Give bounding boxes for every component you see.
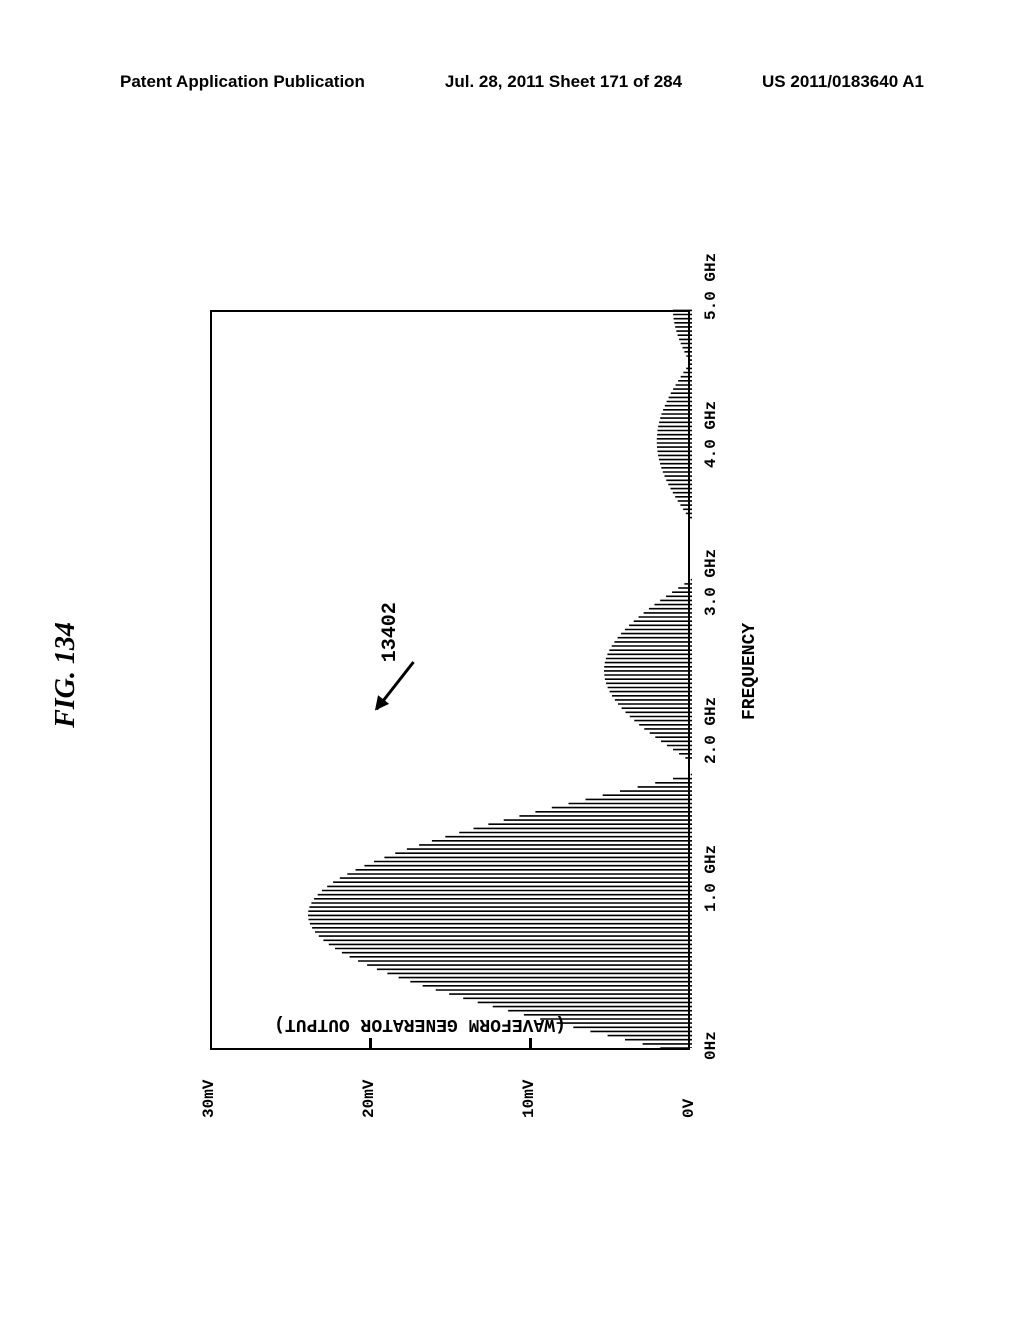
x-tick-label: 5.0 GHz (702, 253, 720, 320)
y-tick-label: 10mV (520, 1080, 538, 1118)
spectrum-plot (212, 308, 692, 1048)
figure-title: FIG. 134 (50, 622, 82, 728)
header-right: US 2011/0183640 A1 (762, 72, 924, 92)
header-left: Patent Application Publication (120, 72, 365, 92)
figure-container: FIG. 134 (WAVEFORM GENERATOR OUTPUT) FRE… (0, 295, 995, 1055)
page-header: Patent Application Publication Jul. 28, … (0, 72, 1024, 92)
x-axis-label: FREQUENCY (740, 623, 760, 720)
x-tick-label: 2.0 GHz (702, 697, 720, 764)
x-tick-label: 1.0 GHz (702, 845, 720, 912)
chart-frame (210, 310, 690, 1050)
y-tick-label: 30mV (200, 1080, 218, 1118)
annotation-label: 13402 (379, 602, 402, 662)
x-tick-label: 0Hz (702, 1031, 720, 1060)
y-tick-mark (529, 1038, 532, 1050)
figure-content: FIG. 134 (WAVEFORM GENERATOR OUTPUT) FRE… (90, 150, 850, 1200)
y-tick-mark (369, 1038, 372, 1050)
x-tick-label: 4.0 GHz (702, 401, 720, 468)
header-center: Jul. 28, 2011 Sheet 171 of 284 (445, 72, 682, 92)
y-tick-label: 20mV (360, 1080, 378, 1118)
x-tick-label: 3.0 GHz (702, 549, 720, 616)
y-tick-label: 0V (680, 1099, 698, 1118)
